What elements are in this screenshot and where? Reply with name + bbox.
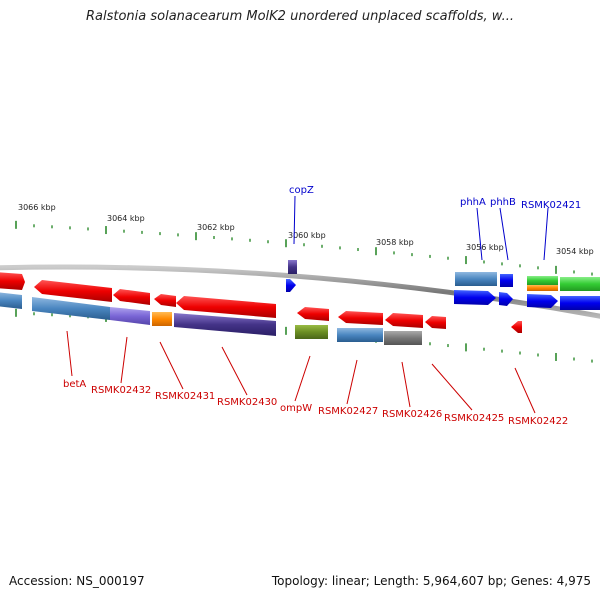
gene-feature[interactable] — [425, 316, 446, 329]
gene-feature[interactable] — [34, 280, 112, 302]
gene-label-rsmk02422[interactable]: RSMK02422 — [508, 416, 568, 427]
gene-label-rsmk02425[interactable]: RSMK02425 — [444, 413, 504, 424]
lower-leader-lines — [66, 330, 536, 414]
upper-leader-lines — [293, 195, 549, 261]
gene-feature[interactable] — [32, 297, 110, 320]
gene-label-rsmk02430[interactable]: RSMK02430 — [217, 397, 277, 408]
gene-label-ompw[interactable]: ompW — [280, 403, 312, 414]
gene-feature[interactable] — [500, 274, 513, 287]
genome-stats-text: Topology: linear; Length: 5,964,607 bp; … — [271, 574, 591, 588]
gene-label-phha[interactable]: phhA — [460, 197, 486, 208]
kbp-label: 3058 kbp — [376, 238, 414, 247]
gene-feature[interactable] — [454, 290, 496, 305]
gene-feature[interactable] — [560, 277, 600, 291]
reverse-strand-features — [0, 292, 422, 345]
gene-label-phhb[interactable]: phhB — [490, 197, 516, 208]
upper-scale-ticks — [15, 220, 593, 276]
gene-feature[interactable] — [499, 292, 513, 306]
kbp-label: 3054 kbp — [556, 247, 594, 256]
gene-feature[interactable] — [174, 313, 276, 336]
gene-feature[interactable] — [0, 272, 25, 290]
kbp-label: 3056 kbp — [466, 243, 504, 252]
gene-label-rsmk02432[interactable]: RSMK02432 — [91, 385, 151, 396]
gene-feature[interactable] — [176, 296, 276, 318]
gene-feature[interactable] — [110, 307, 150, 325]
gene-feature[interactable] — [0, 292, 22, 309]
gene-label-copz[interactable]: copZ — [289, 185, 314, 196]
gene-feature[interactable] — [297, 307, 329, 321]
gene-label-beta[interactable]: betA — [63, 379, 86, 390]
accession-text: Accession: NS_000197 — [9, 574, 145, 588]
gene-feature[interactable] — [527, 294, 558, 308]
gene-feature[interactable] — [113, 289, 150, 305]
map-title: Ralstonia solanacearum MolK2 unordered u… — [85, 9, 514, 24]
kbp-label: 3062 kbp — [197, 223, 235, 232]
gene-feature[interactable] — [288, 260, 297, 274]
gene-label-rsmk02427[interactable]: RSMK02427 — [318, 406, 378, 417]
gene-feature[interactable] — [337, 328, 383, 342]
gene-feature[interactable] — [385, 313, 423, 328]
forward-strand-features — [0, 260, 600, 333]
gene-feature[interactable] — [152, 312, 172, 326]
gene-label-rsmk02431[interactable]: RSMK02431 — [155, 391, 215, 402]
gene-feature[interactable] — [286, 279, 296, 292]
chromosome-backbone — [0, 264, 600, 319]
gene-feature[interactable] — [527, 285, 558, 291]
gene-feature[interactable] — [384, 331, 422, 345]
gene-feature[interactable] — [295, 325, 328, 339]
kbp-label: 3064 kbp — [107, 214, 145, 223]
kbp-label: 3066 kbp — [18, 203, 56, 212]
gene-feature[interactable] — [527, 276, 558, 285]
gene-label-rsmk02421[interactable]: RSMK02421 — [521, 200, 581, 211]
gene-feature[interactable] — [560, 296, 600, 310]
gene-feature[interactable] — [455, 272, 497, 286]
gene-feature[interactable] — [154, 294, 176, 307]
kbp-label: 3060 kbp — [288, 231, 326, 240]
gene-label-rsmk02426[interactable]: RSMK02426 — [382, 409, 442, 420]
gene-feature[interactable] — [511, 321, 522, 333]
gene-feature[interactable] — [338, 311, 383, 325]
